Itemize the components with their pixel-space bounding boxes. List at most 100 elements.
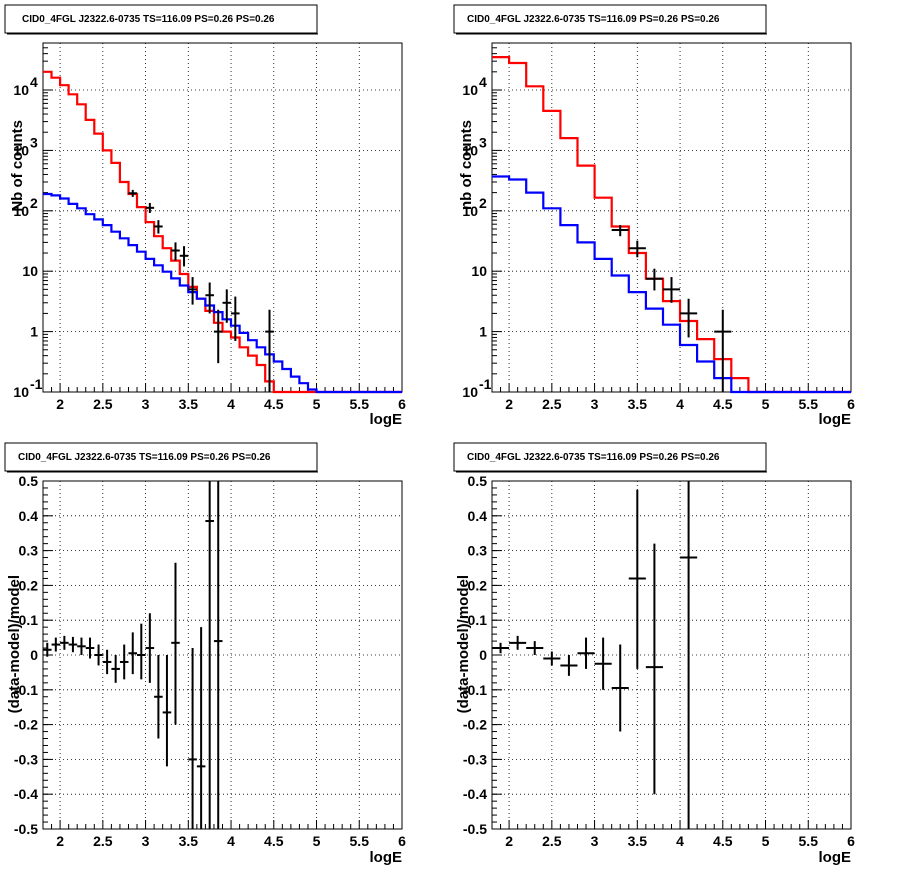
- x-tick-label: 5: [313, 833, 321, 849]
- y-tick-label: 10: [13, 82, 29, 98]
- y-tick-label: 0.3: [19, 543, 39, 559]
- y-tick-exponent: 2: [30, 195, 38, 211]
- chart-title: CID0_4FGL J2322.6-0735 TS=116.09 PS=0.26…: [22, 14, 275, 25]
- x-tick-label: 3.5: [628, 833, 648, 849]
- title-box: [453, 4, 767, 34]
- y-tick-label: -0.1: [463, 682, 487, 698]
- y-tick-exponent: 2: [479, 195, 487, 211]
- title-box: [4, 442, 318, 472]
- y-tick-label: 1: [479, 324, 487, 340]
- x-tick-label: 5.5: [350, 396, 370, 412]
- y-tick-label: 0.1: [19, 612, 39, 628]
- x-tick-label: 5.5: [350, 833, 370, 849]
- chart-title: CID0_4FGL J2322.6-0735 TS=116.09 PS=0.26…: [467, 14, 720, 25]
- y-axis-label: (data-model)/model: [455, 575, 472, 713]
- y-tick-label: 10: [462, 384, 478, 400]
- chart-title: CID0_4FGL J2322.6-0735 TS=116.09 PS=0.26…: [18, 452, 271, 463]
- x-tick-label: 3.5: [179, 396, 199, 412]
- x-tick-label: 3: [142, 833, 150, 849]
- x-tick-label: 2: [56, 833, 64, 849]
- x-tick-label: 2: [505, 396, 513, 412]
- y-tick-label: -0.5: [14, 821, 38, 837]
- title-box: [453, 442, 767, 472]
- y-tick-label: -0.3: [14, 751, 38, 767]
- y-tick-label: -0.3: [463, 751, 487, 767]
- x-axis-label: logE: [370, 849, 403, 866]
- y-tick-exponent: 3: [479, 134, 487, 150]
- y-tick-label: 10: [462, 82, 478, 98]
- x-tick-label: 5: [762, 396, 770, 412]
- y-tick-label: -0.5: [463, 821, 487, 837]
- x-axis-label: logE: [819, 411, 852, 428]
- background-model-histogram: [43, 192, 402, 394]
- y-tick-label: 10: [462, 142, 478, 158]
- x-tick-label: 6: [847, 396, 855, 412]
- plot-frame: [42, 42, 403, 393]
- y-tick-label: -0.1: [14, 682, 38, 698]
- x-tick-label: 3.5: [628, 396, 648, 412]
- x-tick-label: 6: [847, 833, 855, 849]
- y-tick-label: 10: [13, 142, 29, 158]
- chart-panel-4: 2 2.5 3 3.5 4 4.5 5 5.5 6 -0.5 -0.4 -0.3 -0.2 -0.1 0 0.…: [453, 442, 855, 866]
- y-tick-label: 10: [22, 263, 38, 279]
- x-tick-label: 4: [676, 833, 684, 849]
- y-tick-label: -0.4: [14, 786, 38, 802]
- y-tick-label: -0.2: [14, 717, 38, 733]
- y-tick-label: -0.4: [463, 786, 487, 802]
- y-tick-label: 0.3: [468, 543, 488, 559]
- y-axis-label: nb of counts: [458, 120, 475, 210]
- y-tick-exponent: 3: [30, 134, 38, 150]
- y-tick-label: 10: [471, 263, 487, 279]
- y-tick-exponent: 4: [30, 74, 38, 90]
- y-tick-label: 10: [13, 203, 29, 219]
- y-tick-label: 0.5: [19, 473, 39, 489]
- y-tick-label: 0.4: [19, 508, 39, 524]
- x-tick-label: 5: [762, 833, 770, 849]
- plot-frame: [491, 480, 852, 830]
- x-tick-label: 4: [676, 396, 684, 412]
- y-tick-label: 0.2: [468, 577, 488, 593]
- y-tick-exponent: -1: [30, 376, 43, 392]
- x-tick-label: 3: [591, 833, 599, 849]
- x-tick-label: 3: [591, 396, 599, 412]
- x-tick-label: 2.5: [93, 833, 113, 849]
- x-tick-label: 4.5: [713, 833, 733, 849]
- x-tick-label: 4.5: [713, 396, 733, 412]
- x-tick-label: 4: [227, 396, 235, 412]
- x-tick-label: 2: [56, 396, 64, 412]
- x-tick-label: 5: [313, 396, 321, 412]
- y-axis-label: Nb of counts: [9, 120, 26, 212]
- y-tick-label: 0.1: [468, 612, 488, 628]
- y-tick-label: -0.2: [463, 717, 487, 733]
- plot-frame: [491, 42, 852, 393]
- x-tick-label: 2: [505, 833, 513, 849]
- x-axis-label: logE: [819, 849, 852, 866]
- x-tick-label: 2.5: [93, 396, 113, 412]
- background-model-histogram: [492, 175, 851, 394]
- x-tick-label: 2.5: [542, 833, 562, 849]
- x-tick-label: 3.5: [179, 833, 199, 849]
- y-tick-label: 0.4: [468, 508, 488, 524]
- x-tick-label: 4.5: [264, 396, 284, 412]
- x-tick-label: 5.5: [799, 396, 819, 412]
- x-tick-label: 6: [398, 833, 406, 849]
- x-tick-label: 6: [398, 396, 406, 412]
- y-tick-exponent: -1: [479, 376, 492, 392]
- y-tick-label: 0.5: [468, 473, 488, 489]
- y-tick-label: 10: [462, 203, 478, 219]
- x-tick-label: 4.5: [264, 833, 284, 849]
- x-tick-label: 4: [227, 833, 235, 849]
- y-tick-label: 0: [30, 647, 38, 663]
- y-tick-label: 0: [479, 647, 487, 663]
- chart-title: CID0_4FGL J2322.6-0735 TS=116.09 PS=0.26…: [467, 452, 720, 463]
- y-tick-label: 1: [30, 324, 38, 340]
- x-axis-label: logE: [370, 411, 403, 428]
- chart-panel-3: 2 2.5 3 3.5 4 4.5 5 5.5 6 -0.5 -0.4 -0.3 -0.2 -0.1 0 0.…: [4, 442, 406, 866]
- y-tick-label: 0.2: [19, 577, 39, 593]
- y-tick-exponent: 4: [479, 74, 487, 90]
- x-tick-label: 3: [142, 396, 150, 412]
- y-tick-label: 10: [13, 384, 29, 400]
